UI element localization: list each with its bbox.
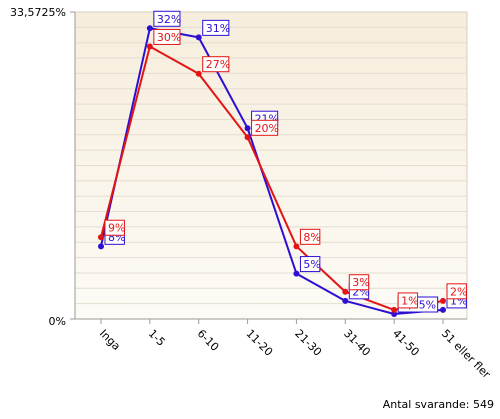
axes (70, 11, 467, 324)
data-point (439, 297, 446, 304)
data-label-text: 32% (157, 13, 181, 26)
data-label-box (348, 274, 370, 291)
x-tick-label: 1-5 (146, 327, 168, 349)
data-label: 20% (251, 119, 279, 136)
data-point (342, 297, 349, 304)
data-point (146, 43, 153, 50)
data-label: 5% (299, 256, 321, 273)
series-line (100, 45, 444, 311)
y-axis-max-label: 33,5725% (10, 6, 66, 19)
data-label-text: 31% (206, 22, 230, 35)
data-point (195, 34, 202, 41)
data-point (146, 25, 153, 32)
data-point (439, 306, 446, 313)
data-label-text: 1% (401, 294, 418, 307)
data-label-text: 27% (206, 58, 230, 71)
data-point (195, 70, 202, 77)
y-axis-min-label: 0% (49, 315, 66, 328)
x-tick-label: 21-30 (292, 327, 324, 359)
x-tick-label: 51 eller fler (439, 327, 493, 381)
data-point (391, 306, 398, 313)
data-label: 3% (348, 274, 370, 291)
data-label-text: 5% (303, 258, 320, 271)
data-label: 30% (153, 28, 181, 45)
data-label: 32% (153, 10, 181, 27)
x-tick-label: Inga (97, 327, 123, 353)
data-labels: 8%32%31%21%5%2%0,55% 1%9%30%27%20%8%3%1%2… (104, 10, 467, 313)
data-label-box (104, 219, 125, 236)
data-point (98, 243, 104, 250)
data-label-box (153, 10, 181, 27)
respondent-count: Antal svarande: 549 (382, 398, 494, 411)
data-label: 8% (299, 228, 321, 245)
data-label-text: 3% (352, 276, 369, 289)
data-point (342, 288, 349, 295)
data-label-box (251, 119, 279, 136)
x-tick-label: 41-50 (390, 327, 422, 359)
data-point (293, 270, 300, 277)
data-label-text: 9% (108, 222, 125, 235)
x-tick-label: 11-20 (243, 327, 275, 359)
data-point (244, 134, 251, 141)
x-axis-tick-labels: Inga 1-5 6-10 11-20 21-30 31-40 41-50 51 eller … (97, 327, 493, 381)
data-label-text: 30% (157, 31, 181, 44)
data-label: 2% (446, 283, 467, 300)
data-label-box (397, 292, 419, 309)
data-label: 9% (104, 219, 125, 236)
data-label-box (202, 56, 230, 73)
data-label: 31% (202, 19, 230, 36)
data-label-box (446, 283, 467, 300)
data-label: 1% (397, 292, 419, 309)
x-tick-label: 6-10 (195, 327, 222, 354)
data-label: 27% (202, 56, 230, 73)
data-label-box (153, 28, 181, 45)
data-label-box (299, 228, 321, 245)
data-label-text: 20% (255, 122, 279, 135)
data-label-text: 8% (303, 231, 320, 244)
data-point (244, 125, 251, 132)
x-tick-label: 31-40 (341, 327, 373, 359)
data-point (98, 234, 104, 241)
data-label-box (299, 256, 321, 273)
data-label-box (202, 19, 230, 36)
data-label-text: 2% (450, 285, 467, 298)
data-point (293, 243, 300, 250)
